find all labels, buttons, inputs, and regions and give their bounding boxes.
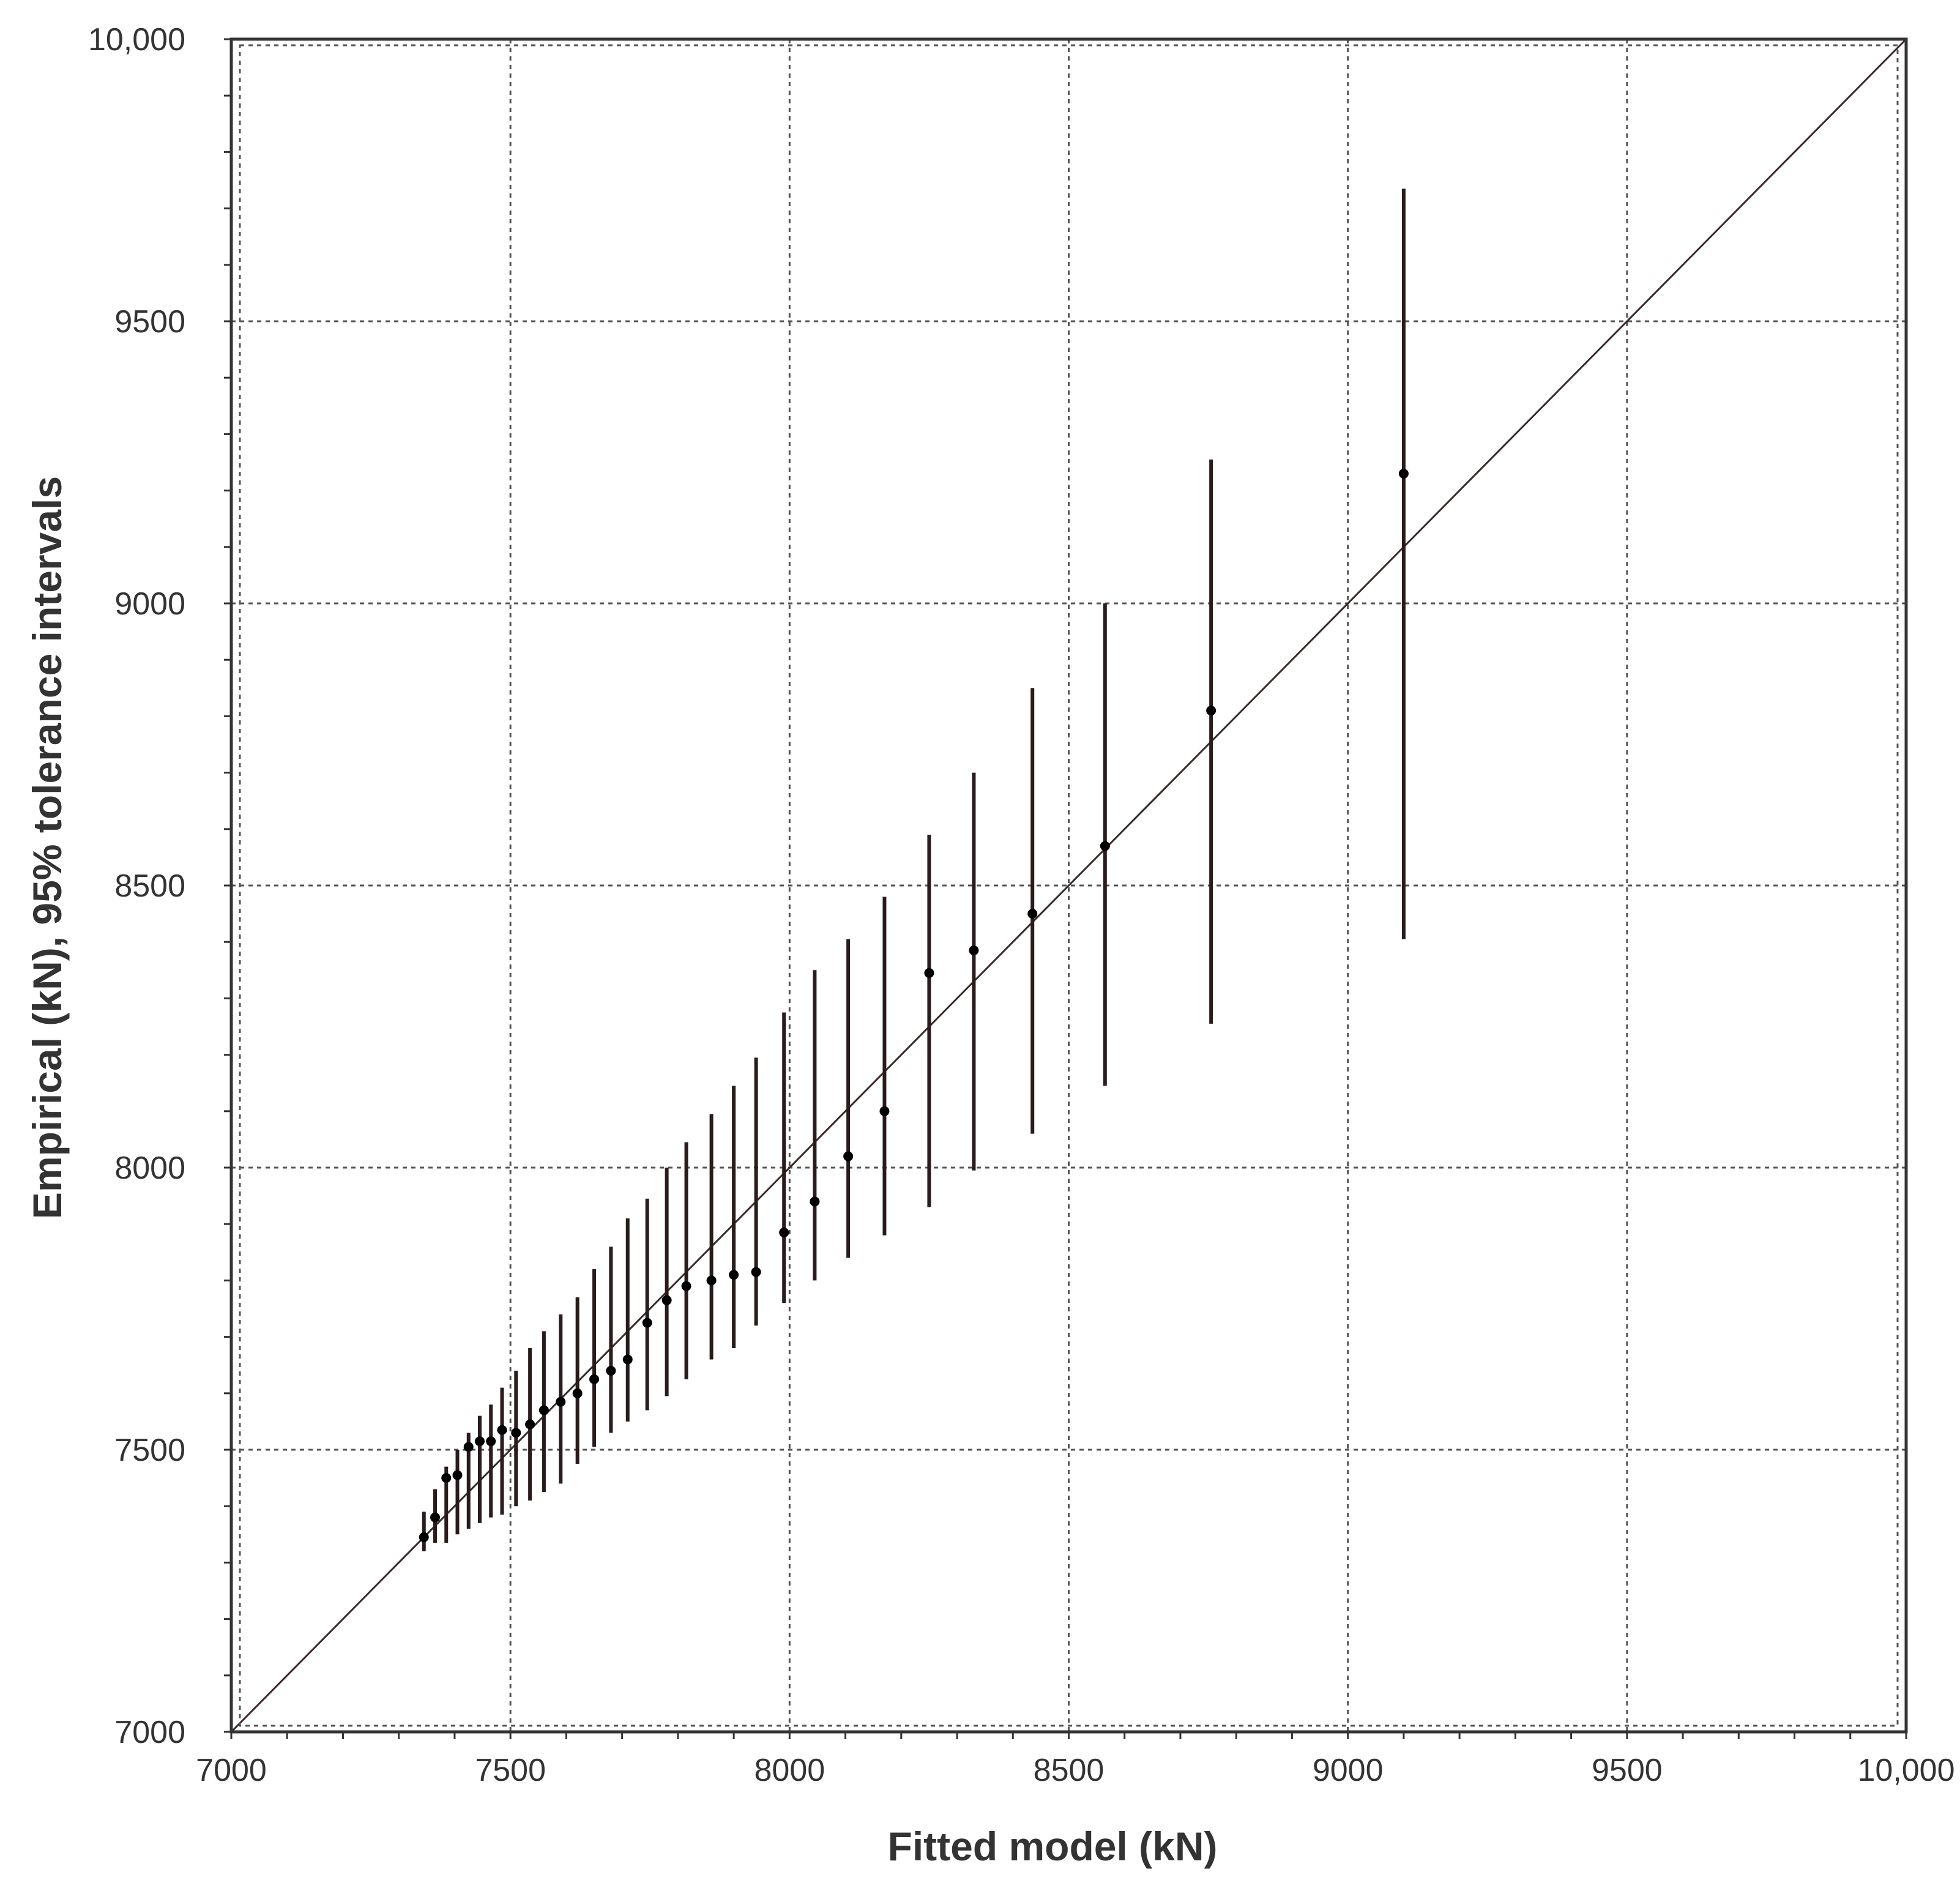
data-point — [589, 1374, 600, 1384]
x-tick-label: 9000 — [1313, 1753, 1384, 1788]
data-point — [810, 1196, 820, 1207]
y-tick-label: 9000 — [114, 586, 185, 622]
data-point — [1206, 706, 1217, 716]
y-tick-label: 9500 — [114, 304, 185, 340]
data-point — [1398, 468, 1409, 479]
data-point — [681, 1281, 691, 1291]
plot-frame — [229, 37, 1908, 1734]
tolerance-intervals — [422, 188, 1406, 1551]
data-point — [779, 1228, 789, 1238]
data-point — [879, 1106, 890, 1116]
data-point — [511, 1428, 521, 1438]
data-point — [729, 1270, 739, 1280]
x-tick-label: 7000 — [196, 1753, 267, 1788]
data-point — [497, 1425, 507, 1435]
x-tick-label: 8000 — [754, 1753, 825, 1788]
data-point — [751, 1267, 761, 1277]
data-point — [486, 1436, 496, 1447]
data-point — [606, 1365, 616, 1376]
y-axis-title: Empirical (kN), 95% tolerance intervals — [24, 476, 70, 1219]
x-tick-label: 9500 — [1592, 1753, 1663, 1788]
y-tick-label: 7500 — [114, 1433, 185, 1468]
x-tick-label: 8500 — [1034, 1753, 1105, 1788]
data-point — [538, 1405, 549, 1415]
x-tick-labels: 7000 7500 8000 8500 9000 9500 10,000 — [196, 1753, 1954, 1788]
x-axis-title: Fitted model (kN) — [888, 1824, 1218, 1869]
y-tick-label: 8000 — [114, 1150, 185, 1186]
reference-line — [230, 38, 1907, 1733]
data-point — [572, 1388, 583, 1398]
y-tick-label: 8500 — [114, 868, 185, 904]
data-point — [430, 1512, 441, 1523]
x-tick-label: 7500 — [475, 1753, 546, 1788]
data-point — [463, 1442, 474, 1452]
plot-border — [229, 37, 1908, 1734]
data-point — [419, 1532, 429, 1542]
x-tick-label: 10,000 — [1857, 1753, 1954, 1788]
y-tick-label: 7000 — [114, 1715, 185, 1750]
data-point — [969, 945, 979, 956]
reference-line-layer — [230, 38, 1907, 1733]
data-point — [474, 1436, 485, 1447]
data-point — [1100, 841, 1110, 851]
data-point — [924, 968, 934, 978]
inner-dotted-frame — [239, 44, 1899, 1727]
data-point — [661, 1295, 672, 1305]
y-tick-label: 10,000 — [88, 22, 185, 58]
data-point — [1027, 909, 1038, 919]
data-point — [843, 1151, 854, 1161]
data-points — [419, 468, 1409, 1542]
data-point — [525, 1419, 535, 1430]
y-tick-labels: 7000 7500 8000 8500 9000 9500 10,000 — [88, 22, 185, 1750]
data-point — [441, 1473, 452, 1483]
data-point — [642, 1318, 652, 1328]
data-point — [556, 1396, 566, 1407]
data-point — [452, 1470, 463, 1480]
data-point — [622, 1354, 633, 1365]
data-point — [706, 1275, 717, 1286]
